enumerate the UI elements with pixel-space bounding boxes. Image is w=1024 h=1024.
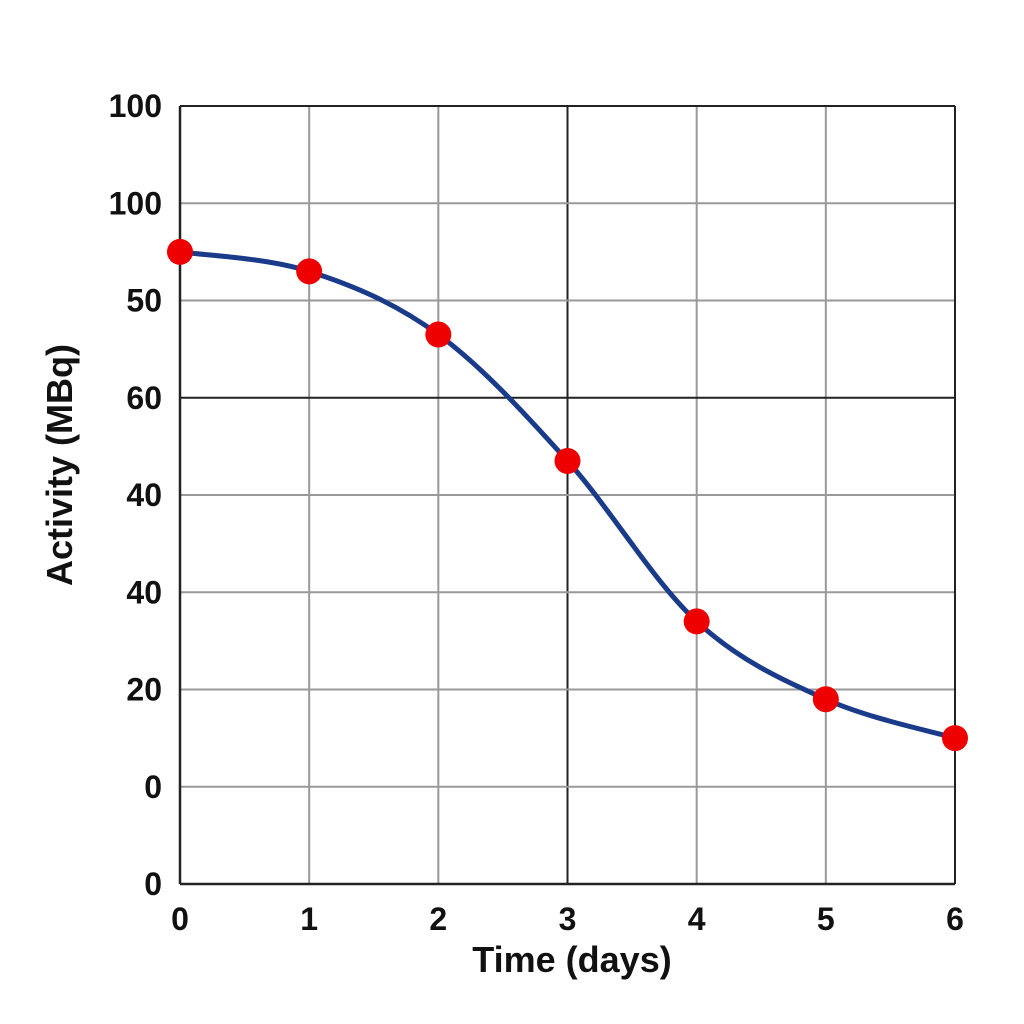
- markers: [167, 238, 968, 752]
- data-point: [554, 447, 581, 474]
- data-point: [683, 608, 710, 635]
- y-tick-label: 40: [126, 574, 162, 610]
- data-point: [812, 686, 839, 713]
- data-point: [425, 321, 452, 348]
- y-tick-label: 100: [109, 88, 162, 124]
- x-tick-labels: 0 1 2 3 4 5 6: [171, 901, 964, 937]
- x-tick-label: 2: [429, 901, 447, 937]
- y-tick-label: 50: [126, 283, 162, 319]
- x-tick-label: 3: [559, 901, 577, 937]
- grid: [179, 105, 956, 885]
- y-tick-label: 20: [126, 672, 162, 708]
- x-tick-label: 0: [171, 901, 189, 937]
- y-tick-label: 100: [109, 185, 162, 221]
- x-tick-label: 1: [300, 901, 318, 937]
- axes: [178, 105, 956, 886]
- data-point: [167, 238, 193, 265]
- y-tick-label: 0: [144, 769, 162, 805]
- y-tick-label: 60: [126, 380, 162, 416]
- y-tick-labels: 0 0 20 40 40 60 50 100 100: [109, 88, 162, 902]
- x-tick-label: 5: [817, 901, 835, 937]
- y-axis-title: Activity (MBq): [39, 344, 80, 586]
- data-point: [296, 258, 323, 285]
- x-tick-label: 4: [688, 901, 706, 937]
- y-tick-label: 40: [126, 477, 162, 513]
- x-axis-title: Time (days): [472, 939, 671, 980]
- data-point: [942, 725, 968, 752]
- y-tick-label: 0: [144, 866, 162, 902]
- x-tick-label: 6: [946, 901, 964, 937]
